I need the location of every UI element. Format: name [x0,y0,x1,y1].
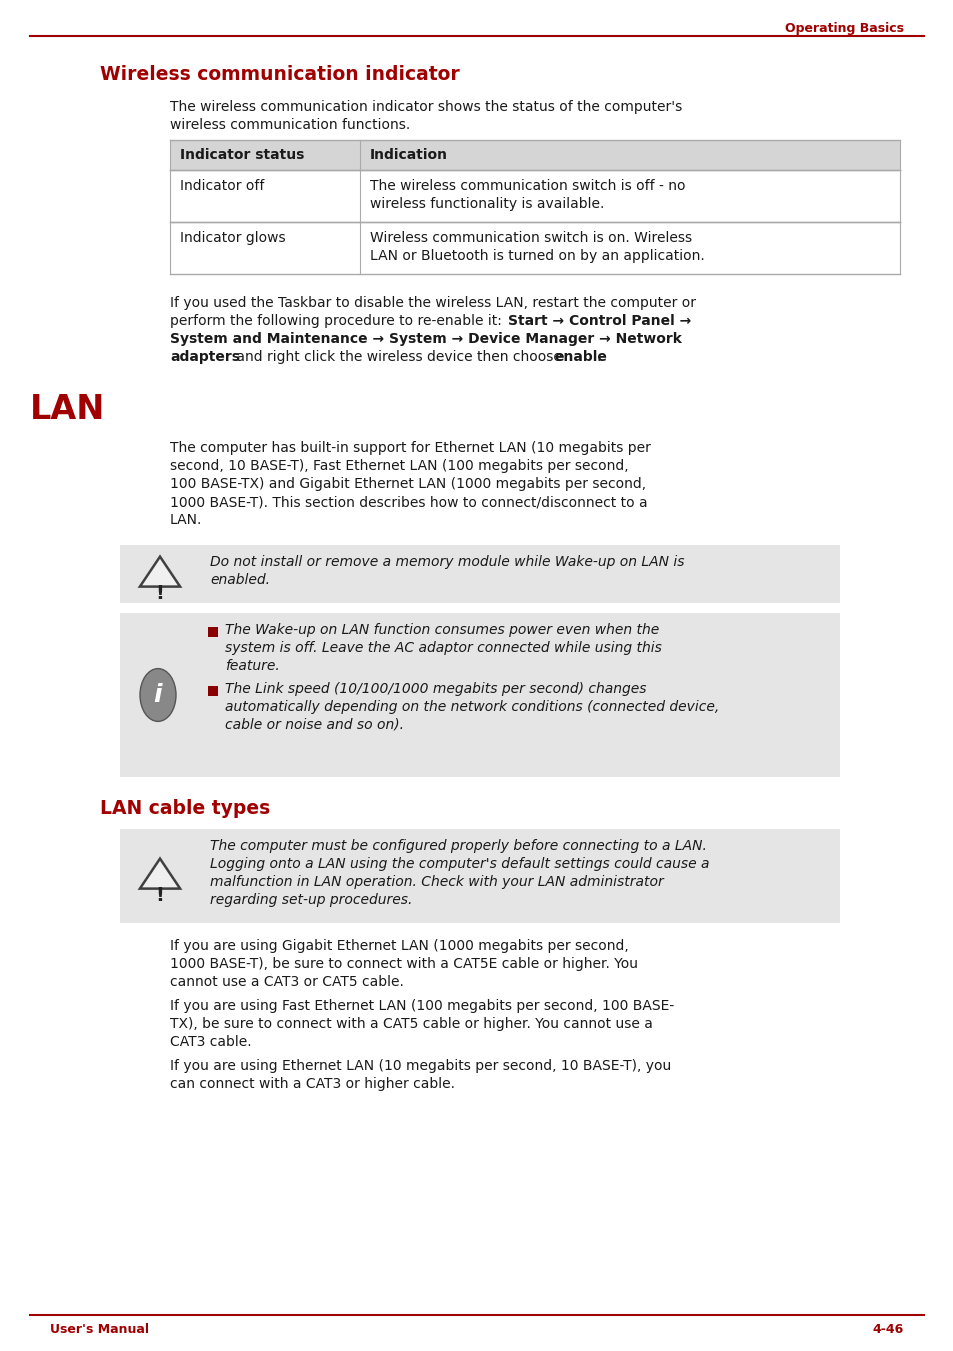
Text: LAN.: LAN. [170,513,202,527]
Text: If you are using Gigabit Ethernet LAN (1000 megabits per second,: If you are using Gigabit Ethernet LAN (1… [170,939,628,952]
Text: 1000 BASE-T). This section describes how to connect/disconnect to a: 1000 BASE-T). This section describes how… [170,494,647,509]
Text: perform the following procedure to re-enable it:: perform the following procedure to re-en… [170,313,506,328]
Polygon shape [140,557,180,586]
Text: LAN or Bluetooth is turned on by an application.: LAN or Bluetooth is turned on by an appl… [370,249,704,263]
FancyBboxPatch shape [120,830,840,923]
Text: enable: enable [554,350,606,363]
Text: malfunction in LAN operation. Check with your LAN administrator: malfunction in LAN operation. Check with… [210,875,663,889]
Text: system is off. Leave the AC adaptor connected while using this: system is off. Leave the AC adaptor conn… [225,640,661,655]
Text: The computer has built-in support for Ethernet LAN (10 megabits per: The computer has built-in support for Et… [170,440,650,455]
Text: Logging onto a LAN using the computer's default settings could cause a: Logging onto a LAN using the computer's … [210,857,709,871]
Text: If you used the Taskbar to disable the wireless LAN, restart the computer or: If you used the Taskbar to disable the w… [170,296,696,309]
Text: User's Manual: User's Manual [50,1323,149,1336]
Text: The computer must be configured properly before connecting to a LAN.: The computer must be configured properly… [210,839,706,852]
Text: 100 BASE-TX) and Gigabit Ethernet LAN (1000 megabits per second,: 100 BASE-TX) and Gigabit Ethernet LAN (1… [170,477,645,490]
Text: Indicator off: Indicator off [180,178,264,193]
FancyBboxPatch shape [208,627,218,638]
Text: The wireless communication indicator shows the status of the computer's: The wireless communication indicator sho… [170,100,681,113]
Text: automatically depending on the network conditions (connected device,: automatically depending on the network c… [225,700,719,713]
Text: Indicator status: Indicator status [180,149,304,162]
Text: 4-46: 4-46 [872,1323,903,1336]
Text: System and Maintenance → System → Device Manager → Network: System and Maintenance → System → Device… [170,332,681,346]
Text: Wireless communication switch is on. Wireless: Wireless communication switch is on. Wir… [370,231,691,245]
Text: i: i [153,684,162,707]
Text: If you are using Fast Ethernet LAN (100 megabits per second, 100 BASE-: If you are using Fast Ethernet LAN (100 … [170,998,674,1013]
Text: LAN cable types: LAN cable types [100,798,270,817]
Text: cable or noise and so on).: cable or noise and so on). [225,717,403,732]
Text: !: ! [155,584,164,603]
Text: The Link speed (10/100/1000 megabits per second) changes: The Link speed (10/100/1000 megabits per… [225,682,646,696]
Text: Do not install or remove a memory module while Wake-up on LAN is: Do not install or remove a memory module… [210,555,684,569]
Text: regarding set-up procedures.: regarding set-up procedures. [210,893,412,907]
Text: enabled.: enabled. [210,573,270,586]
FancyBboxPatch shape [120,613,840,777]
Ellipse shape [140,669,175,721]
Text: .: . [597,350,600,363]
Text: adapters: adapters [170,350,240,363]
Text: If you are using Ethernet LAN (10 megabits per second, 10 BASE-T), you: If you are using Ethernet LAN (10 megabi… [170,1059,671,1073]
Text: wireless communication functions.: wireless communication functions. [170,118,410,132]
Text: The wireless communication switch is off - no: The wireless communication switch is off… [370,178,685,193]
FancyBboxPatch shape [208,686,218,696]
Text: Start → Control Panel →: Start → Control Panel → [507,313,691,328]
Polygon shape [140,859,180,889]
FancyBboxPatch shape [170,141,899,170]
Text: Indicator glows: Indicator glows [180,231,285,245]
Text: Wireless communication indicator: Wireless communication indicator [100,65,459,84]
Text: 1000 BASE-T), be sure to connect with a CAT5E cable or higher. You: 1000 BASE-T), be sure to connect with a … [170,957,638,971]
Text: The Wake-up on LAN function consumes power even when the: The Wake-up on LAN function consumes pow… [225,623,659,638]
FancyBboxPatch shape [170,170,899,222]
Text: wireless functionality is available.: wireless functionality is available. [370,197,604,211]
Text: can connect with a CAT3 or higher cable.: can connect with a CAT3 or higher cable. [170,1077,455,1092]
Text: Operating Basics: Operating Basics [784,22,903,35]
Text: CAT3 cable.: CAT3 cable. [170,1035,252,1048]
Text: second, 10 BASE-T), Fast Ethernet LAN (100 megabits per second,: second, 10 BASE-T), Fast Ethernet LAN (1… [170,459,628,473]
Text: and right click the wireless device then choose: and right click the wireless device then… [232,350,566,363]
FancyBboxPatch shape [170,222,899,274]
Text: feature.: feature. [225,659,279,673]
Text: TX), be sure to connect with a CAT5 cable or higher. You cannot use a: TX), be sure to connect with a CAT5 cabl… [170,1017,652,1031]
Text: LAN: LAN [30,393,105,426]
Text: cannot use a CAT3 or CAT5 cable.: cannot use a CAT3 or CAT5 cable. [170,975,403,989]
Text: !: ! [155,886,164,905]
FancyBboxPatch shape [120,544,840,603]
Text: Indication: Indication [370,149,448,162]
